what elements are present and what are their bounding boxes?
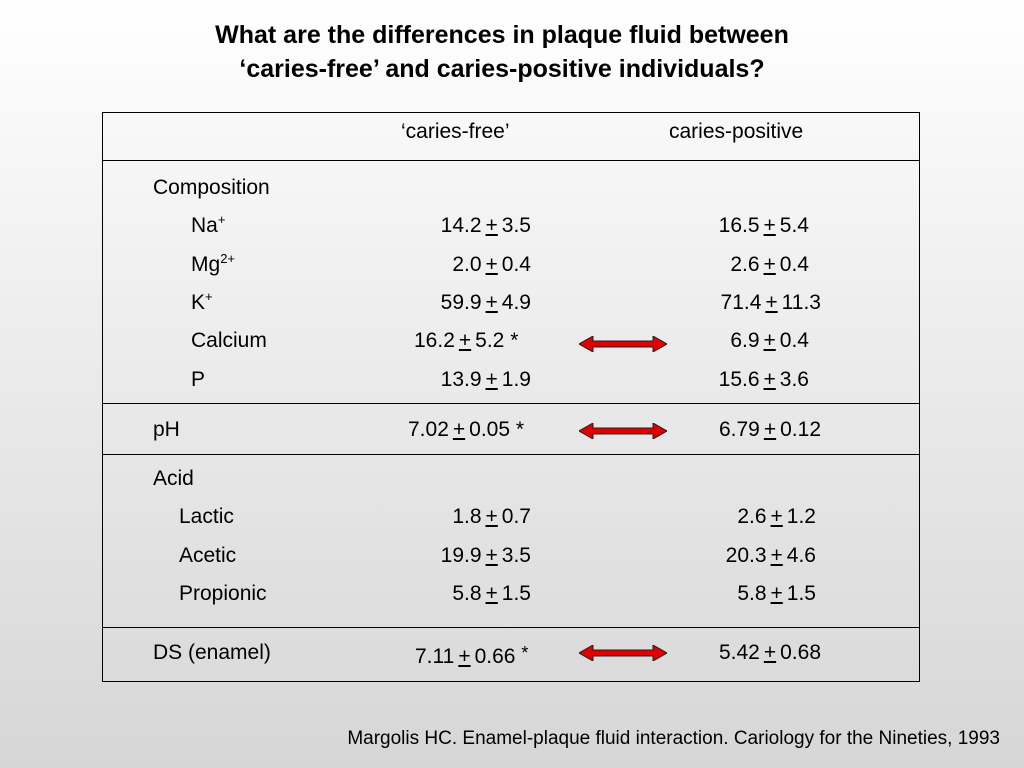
ds-caries-free-value: 7.11 +0.66 * [415,643,529,668]
title-line-2: ‘caries-free’ and caries-positive indivi… [239,55,765,83]
calcium-caries-free-value: 16.2 +5.2 * [414,329,519,352]
significance-star: * [515,418,525,441]
k-caries-positive-value: 71.4 +11.3 [720,291,821,314]
header-caries-positive: caries-positive [669,120,804,143]
row-label-mg: Mg2+ [191,251,236,276]
data-table: ‘caries-free’ caries-positive Compositio… [102,112,920,682]
row-label-calcium: Calcium [191,329,267,352]
ds-caries-positive-value: 5.42 +0.68 [718,641,821,664]
acetic-caries-free-value: 19.9 +3.5 [440,544,531,567]
ph-divider [103,454,919,455]
lactic-caries-free-value: 1.8 +0.7 [452,505,531,528]
row-label-propionic: Propionic [179,582,267,605]
mg-caries-positive-value: 2.6 +0.4 [730,253,809,276]
mg-caries-free-value: 2.0 +0.4 [452,253,531,276]
acid-divider [103,627,919,628]
na-caries-free-value: 14.2 +3.5 [440,214,531,237]
na-caries-positive-value: 16.5 +5.4 [718,214,809,237]
p-caries-positive-value: 15.6 +3.6 [718,368,809,391]
propionic-caries-free-value: 5.8 +1.5 [452,582,531,605]
significance-star: * [521,643,529,663]
composition-label: Composition [153,176,270,199]
header-divider [103,160,919,161]
acetic-caries-positive-value: 20.3 +4.6 [725,544,816,567]
row-label-acetic: Acetic [179,544,237,567]
ph-label: pH [153,418,180,441]
propionic-caries-positive-value: 5.8 +1.5 [737,582,816,605]
calcium-caries-positive-value: 6.9 +0.4 [730,329,809,352]
double-arrow-icon [579,423,667,439]
slide-title: What are the differences in plaque fluid… [0,18,1004,86]
header-caries-free: ‘caries-free’ [401,120,510,143]
significance-star: * [510,329,519,352]
citation: Margolis HC. Enamel-plaque fluid interac… [347,728,1000,749]
row-label-na: Na+ [191,212,226,237]
double-arrow-icon [579,336,667,352]
k-caries-free-value: 59.9 +4.9 [440,291,531,314]
acid-label: Acid [153,467,194,490]
row-label-k: K+ [191,289,213,314]
title-line-1: What are the differences in plaque fluid… [215,21,789,49]
composition-divider [103,403,919,404]
p-caries-free-value: 13.9 +1.9 [440,368,531,391]
row-label-lactic: Lactic [179,505,234,528]
ph-caries-free-value: 7.02 +0.05 * [408,418,525,441]
row-label-p: P [191,368,206,391]
double-arrow-icon [579,645,667,661]
lactic-caries-positive-value: 2.6 +1.2 [737,505,816,528]
ph-caries-positive-value: 6.79 +0.12 [718,418,821,441]
ds-enamel-label: DS (enamel) [153,641,271,664]
